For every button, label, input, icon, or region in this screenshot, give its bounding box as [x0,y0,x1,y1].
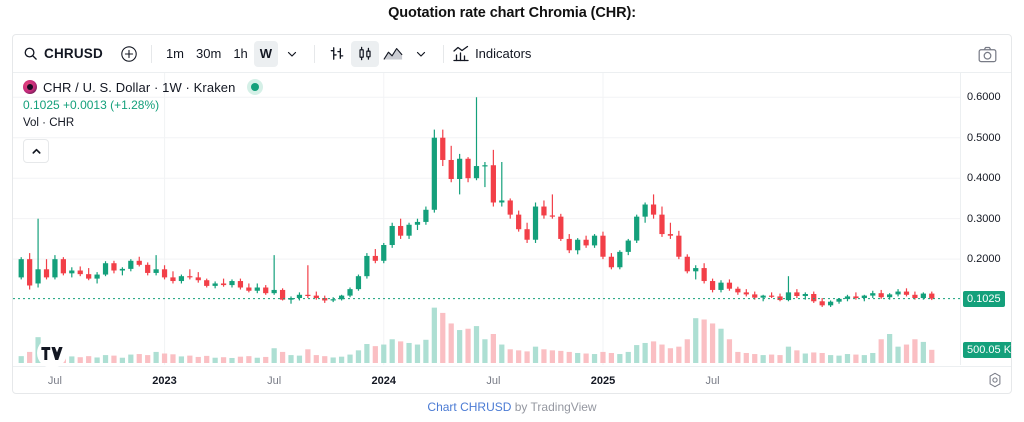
camera-icon[interactable] [973,41,1001,67]
time-tick: Jul [705,375,720,387]
time-tick: 2024 [371,375,396,387]
volume-badge: 500.05 K [963,342,1011,358]
timeframe-30m[interactable]: 30m [196,46,222,61]
symbol-search-group[interactable]: CHRUSD [23,35,103,72]
toolbar-divider-2 [314,44,316,63]
timeframe-W[interactable]: W [253,40,279,67]
chevron-down-icon[interactable] [278,41,306,67]
chart-plot-area[interactable] [13,73,960,365]
legend-last-price: 0.1025 [23,98,60,112]
timeframe-1m[interactable]: 1m [165,46,185,61]
price-tick: 0.5000 [967,131,1001,144]
footer-chart-link[interactable]: Chart CHRUSD [427,400,512,414]
legend-change: +0.0013 [63,98,107,112]
price-tick: 0.3000 [967,212,1001,225]
bar-chart-icon[interactable] [323,41,351,67]
chart-settings-icon[interactable] [987,372,1003,388]
time-tick: Jul [486,375,501,387]
time-axis[interactable]: Jul 2023 Jul 2024 Jul 2025 Jul [13,366,1011,393]
legend-price-row: 0.1025 +0.0013 (+1.28%) [23,98,263,112]
toolbar-divider-1 [150,44,152,63]
chromia-logo-icon [23,80,37,94]
legend-symbol-title[interactable]: CHR / U. S. Dollar · 1W · Kraken [43,79,236,95]
chevron-down-icon[interactable] [407,41,435,67]
legend-volume-label[interactable]: Vol · CHR [23,117,75,129]
time-tick: 2023 [152,375,177,387]
tradingview-logo-icon [37,338,67,368]
footer: Chart CHRUSD by TradingView [0,400,1024,414]
chart-toolbar: CHRUSD 1m 30m 1h W [13,35,1011,73]
indicators-icon [452,45,470,63]
price-tick: 0.6000 [967,91,1001,104]
timeframe-group: 1m 30m 1h W [160,35,279,72]
toolbar-divider-3 [443,44,445,63]
price-tick: 0.2000 [967,253,1001,266]
tradingview-chart-widget: CHRUSD 1m 30m 1h W [12,34,1012,394]
legend-title-row: CHR / U. S. Dollar · 1W · Kraken [23,79,264,95]
footer-suffix: by TradingView [511,400,597,414]
indicators-label: Indicators [475,46,532,61]
time-tick: Jul [47,375,62,387]
collapse-legend-button[interactable] [23,139,49,163]
symbol-label[interactable]: CHRUSD [44,46,103,61]
last-price-badge: 0.1025 [963,290,1005,307]
timeframe-1h[interactable]: 1h [233,46,248,61]
search-icon[interactable] [23,46,38,61]
page-title: Quotation rate chart Chromia (CHR): [388,5,636,21]
market-open-dot-icon [247,79,264,95]
area-chart-icon[interactable] [379,41,407,67]
legend-change-percent: (+1.28%) [110,98,160,112]
plus-circle-icon[interactable] [115,41,143,67]
candlestick-icon[interactable] [351,40,380,67]
indicators-button[interactable]: Indicators [452,35,531,72]
candlestick-series [13,73,960,365]
chart-pane[interactable]: CHR / U. S. Dollar · 1W · Kraken 0.1025 … [13,73,1011,393]
time-tick: 2025 [590,375,616,387]
chevron-up-icon [31,146,42,157]
price-axis[interactable]: 0.6000 0.5000 0.4000 0.3000 0.2000 0.1025 500.… [960,73,1011,365]
chart-legend: CHR / U. S. Dollar · 1W · Kraken 0.1025 … [23,79,264,129]
price-tick: 0.4000 [967,172,1001,185]
time-tick: Jul [267,375,282,387]
